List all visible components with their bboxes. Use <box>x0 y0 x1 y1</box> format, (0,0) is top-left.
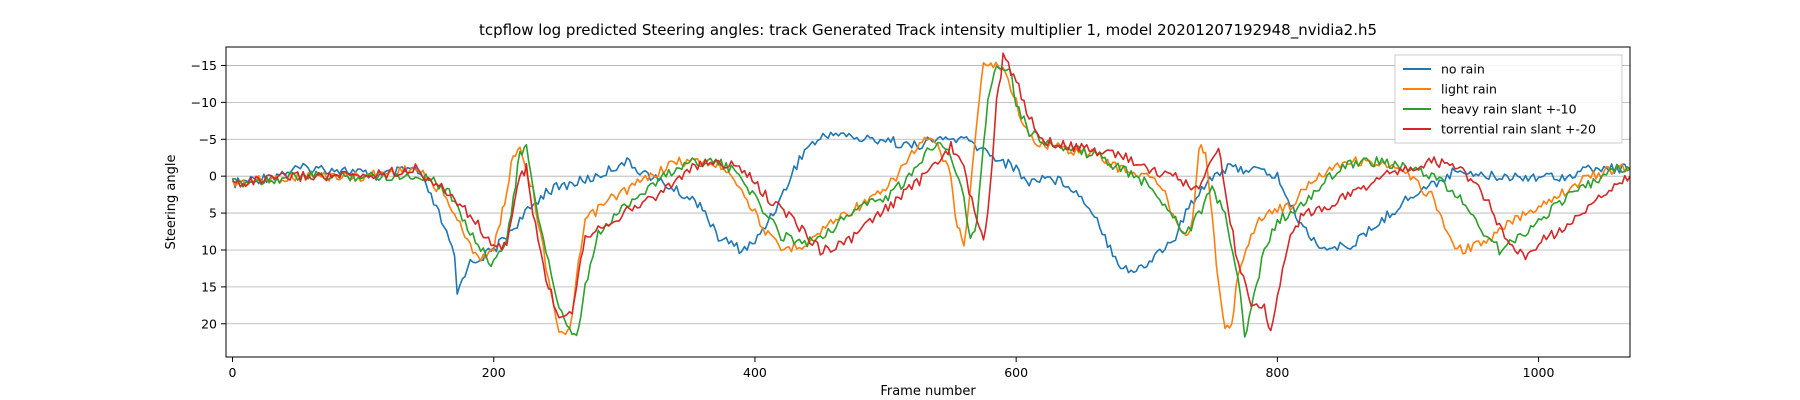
legend: no rain light rain heavy rain slant +-10 to… <box>1394 54 1623 144</box>
series-line <box>231 131 1631 295</box>
x-tick-label: 200 <box>482 365 506 380</box>
x-tick-label: 600 <box>1004 365 1028 380</box>
y-tick-label: −10 <box>191 95 217 110</box>
x-tick-label: 1000 <box>1523 365 1555 380</box>
y-tick-label: −15 <box>191 58 217 73</box>
plot-frame <box>225 46 1631 358</box>
y-axis-label: Steering angle <box>164 155 179 250</box>
legend-frame <box>1394 54 1623 144</box>
series-line <box>232 65 1631 338</box>
legend-label: torrential rain slant +-20 <box>1441 122 1596 137</box>
x-tick-label: 800 <box>1265 365 1289 380</box>
plot-series <box>231 52 1631 338</box>
legend-items: no rain light rain heavy rain slant +-10 to… <box>1403 62 1596 137</box>
chart-title: tcpflow log predicted Steering angles: t… <box>479 21 1377 40</box>
legend-label: heavy rain slant +-10 <box>1441 102 1577 117</box>
y-tick-label: 20 <box>201 316 217 331</box>
y-tick-label: 5 <box>209 206 217 221</box>
series-line <box>231 61 1631 336</box>
y-tick-label: 10 <box>201 242 217 257</box>
legend-label: no rain <box>1441 62 1485 77</box>
series-line <box>232 52 1631 332</box>
x-tick-label: 400 <box>743 365 767 380</box>
legend-label: light rain <box>1441 82 1497 97</box>
y-tick-label: 15 <box>201 279 217 294</box>
x-axis-label: Frame number <box>880 384 976 399</box>
x-tick-label: 0 <box>229 365 237 380</box>
y-tick-label: −5 <box>199 132 217 147</box>
y-tick-label: 0 <box>209 169 217 184</box>
